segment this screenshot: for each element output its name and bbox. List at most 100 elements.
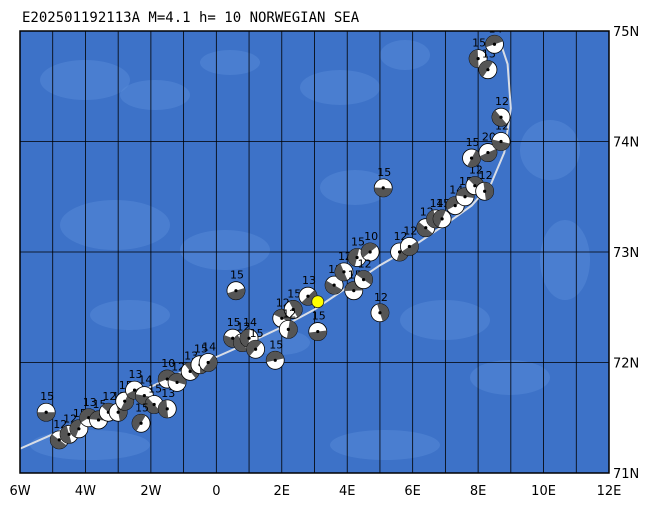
beachball-center bbox=[473, 184, 477, 188]
beachball-center bbox=[96, 418, 101, 422]
focal-mechanism[interactable]: 14 bbox=[485, 22, 504, 54]
bathymetry-patch bbox=[40, 60, 130, 100]
focal-depth-label: 14 bbox=[243, 316, 257, 329]
focal-mechanism[interactable]: 15 bbox=[223, 316, 243, 348]
beachball-center bbox=[316, 329, 320, 334]
beachball-compressional-quadrant bbox=[416, 221, 433, 237]
latitude-tick-label: 72N bbox=[613, 357, 639, 372]
focal-depth-label: 15 bbox=[312, 310, 326, 323]
focal-depth-label: 15 bbox=[351, 236, 365, 249]
bathymetry-patch bbox=[60, 200, 170, 250]
beachball-compressional-quadrant bbox=[478, 60, 493, 78]
focal-depth-label: 13 bbox=[83, 396, 97, 409]
longitude-tick-label: 6W bbox=[9, 484, 30, 499]
beachball-compressional-quadrant bbox=[356, 270, 373, 285]
map-frame bbox=[19, 30, 610, 474]
beachball-compressional-quadrant bbox=[227, 288, 245, 300]
beachball-center bbox=[123, 399, 127, 403]
beachball-center bbox=[286, 327, 290, 331]
beachball-center bbox=[486, 150, 490, 155]
bathymetry-patch bbox=[200, 50, 260, 75]
beachball-center bbox=[273, 358, 277, 362]
focal-mechanism[interactable]: 12 bbox=[354, 258, 373, 290]
beachball-compressional-quadrant bbox=[467, 150, 481, 168]
bathymetry-patch bbox=[30, 430, 150, 460]
beachball-compressional-quadrant bbox=[485, 35, 503, 48]
event-epicenter-marker[interactable] bbox=[311, 295, 325, 309]
beachball-compressional-quadrant bbox=[361, 243, 378, 258]
focal-depth-label: 12 bbox=[102, 390, 116, 403]
focal-mechanism[interactable]: 12 bbox=[491, 95, 511, 127]
focal-mechanism[interactable]: 15 bbox=[468, 37, 488, 69]
beachball-center bbox=[332, 283, 336, 287]
longitude-tick-label: 8E bbox=[470, 484, 487, 499]
focal-mechanism[interactable]: 12 bbox=[278, 307, 298, 339]
beachball-center bbox=[234, 289, 238, 293]
beachball-center bbox=[355, 255, 359, 260]
focal-mechanism[interactable]: 15 bbox=[373, 166, 393, 198]
longitude-tick-label: 4W bbox=[75, 484, 96, 499]
focal-mechanism[interactable]: 10 bbox=[157, 357, 177, 389]
beachball-center bbox=[116, 410, 120, 414]
map-title: E202501192113A M=4.1 h= 10 NORWEGIAN SEA bbox=[22, 10, 360, 26]
focal-mechanism[interactable]: 15 bbox=[226, 269, 246, 301]
beachball-center bbox=[463, 195, 467, 199]
beachball-center bbox=[476, 57, 480, 61]
beachball-compressional-quadrant bbox=[479, 148, 497, 162]
focal-mechanism[interactable]: 12 bbox=[167, 360, 187, 392]
focal-mechanism[interactable]: 15 bbox=[283, 287, 303, 319]
beachball-center bbox=[77, 427, 81, 431]
focal-depth-label: 14 bbox=[430, 197, 444, 210]
beachball-compressional-quadrant bbox=[50, 434, 67, 449]
focal-depth-label: 12 bbox=[358, 258, 372, 271]
focal-mechanism[interactable]: 14 bbox=[198, 341, 218, 372]
focal-mechanism[interactable]: 12 bbox=[399, 224, 419, 256]
focal-mechanism[interactable]: 14 bbox=[239, 316, 259, 348]
focal-mechanism[interactable]: 15 bbox=[462, 136, 481, 168]
focal-depth-label: 12 bbox=[403, 224, 417, 237]
focal-depth-label: 15 bbox=[287, 287, 301, 300]
focal-mechanism[interactable]: 12 bbox=[370, 291, 390, 323]
beachball-compressional-quadrant bbox=[168, 373, 187, 385]
beachball-compressional-quadrant bbox=[158, 399, 169, 418]
beachball-compressional-quadrant bbox=[401, 241, 419, 256]
focal-mechanism[interactable]: 15 bbox=[36, 390, 56, 422]
beachball-center bbox=[453, 203, 457, 208]
focal-mechanism[interactable]: 15 bbox=[246, 327, 266, 359]
bathymetry-patch bbox=[300, 70, 380, 105]
beachball-compressional-quadrant bbox=[132, 414, 146, 431]
beachball-center bbox=[247, 336, 251, 340]
beachball-compressional-quadrant bbox=[69, 419, 83, 438]
focal-mechanism[interactable]: 15 bbox=[131, 401, 151, 433]
longitude-tick-label: 4E bbox=[339, 484, 356, 499]
beachball-compressional-quadrant bbox=[433, 209, 446, 228]
beachball-compressional-quadrant bbox=[492, 139, 510, 151]
beachball-compressional-quadrant bbox=[289, 300, 303, 318]
focal-mechanism[interactable]: 10 bbox=[360, 230, 380, 262]
focal-mechanism[interactable]: 13 bbox=[157, 387, 177, 419]
focal-depth-label: 13 bbox=[129, 368, 143, 381]
beachball-center bbox=[280, 316, 284, 320]
beachball-compressional-quadrant bbox=[79, 408, 97, 423]
focal-mechanism[interactable]: 15 bbox=[308, 310, 328, 341]
beachball-center bbox=[499, 139, 503, 144]
focal-depth-label: 15 bbox=[227, 316, 241, 329]
beachball-center bbox=[175, 380, 179, 384]
focal-mechanism[interactable]: 15 bbox=[265, 338, 285, 370]
longitude-tick-label: 0 bbox=[212, 484, 220, 499]
beachball-center bbox=[206, 360, 210, 365]
beachball-center bbox=[57, 438, 61, 442]
longitude-tick-label: 6E bbox=[404, 484, 421, 499]
beachball-compressional-quadrant bbox=[377, 303, 389, 322]
bathymetry-patch bbox=[520, 120, 580, 180]
beachball-compressional-quadrant bbox=[246, 340, 262, 357]
latitude-labels: 71N 72N 73N 74N 75N bbox=[613, 25, 639, 482]
beachball-center bbox=[152, 402, 156, 407]
focal-depth-label: 15 bbox=[472, 37, 486, 50]
focal-mechanism[interactable]: 12 bbox=[334, 250, 354, 282]
beachball-center bbox=[342, 270, 346, 274]
beachball-center bbox=[424, 226, 428, 230]
focal-depth-label: 14 bbox=[138, 374, 152, 387]
focal-mechanism[interactable]: 12 bbox=[475, 169, 495, 201]
beachball-center bbox=[361, 278, 366, 282]
